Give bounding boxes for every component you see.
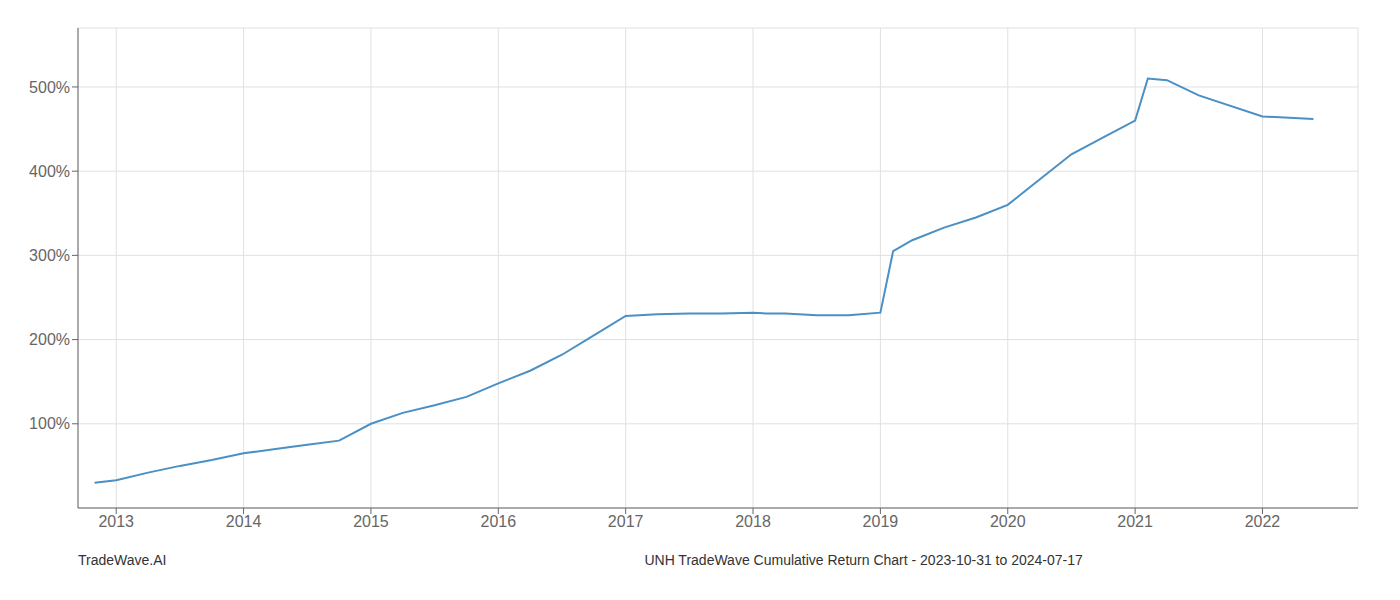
html-text:TradeWave.AI: TradeWave.AI — [78, 552, 167, 568]
svg-text:2022: 2022 — [1245, 513, 1281, 530]
svg-text:2015: 2015 — [353, 513, 389, 530]
svg-text:200%: 200% — [29, 331, 70, 348]
svg-text:2013: 2013 — [98, 513, 134, 530]
svg-text:2019: 2019 — [863, 513, 899, 530]
svg-text:2020: 2020 — [990, 513, 1026, 530]
svg-text:2021: 2021 — [1117, 513, 1153, 530]
svg-text:300%: 300% — [29, 247, 70, 264]
html-text:UNH TradeWave Cumulative Retur: UNH TradeWave Cumulative Return Chart - … — [644, 552, 1083, 568]
svg-text:2017: 2017 — [608, 513, 644, 530]
svg-text:2018: 2018 — [735, 513, 771, 530]
svg-text:2014: 2014 — [226, 513, 262, 530]
svg-text:400%: 400% — [29, 163, 70, 180]
svg-text:100%: 100% — [29, 415, 70, 432]
svg-text:2016: 2016 — [481, 513, 517, 530]
svg-text:500%: 500% — [29, 79, 70, 96]
